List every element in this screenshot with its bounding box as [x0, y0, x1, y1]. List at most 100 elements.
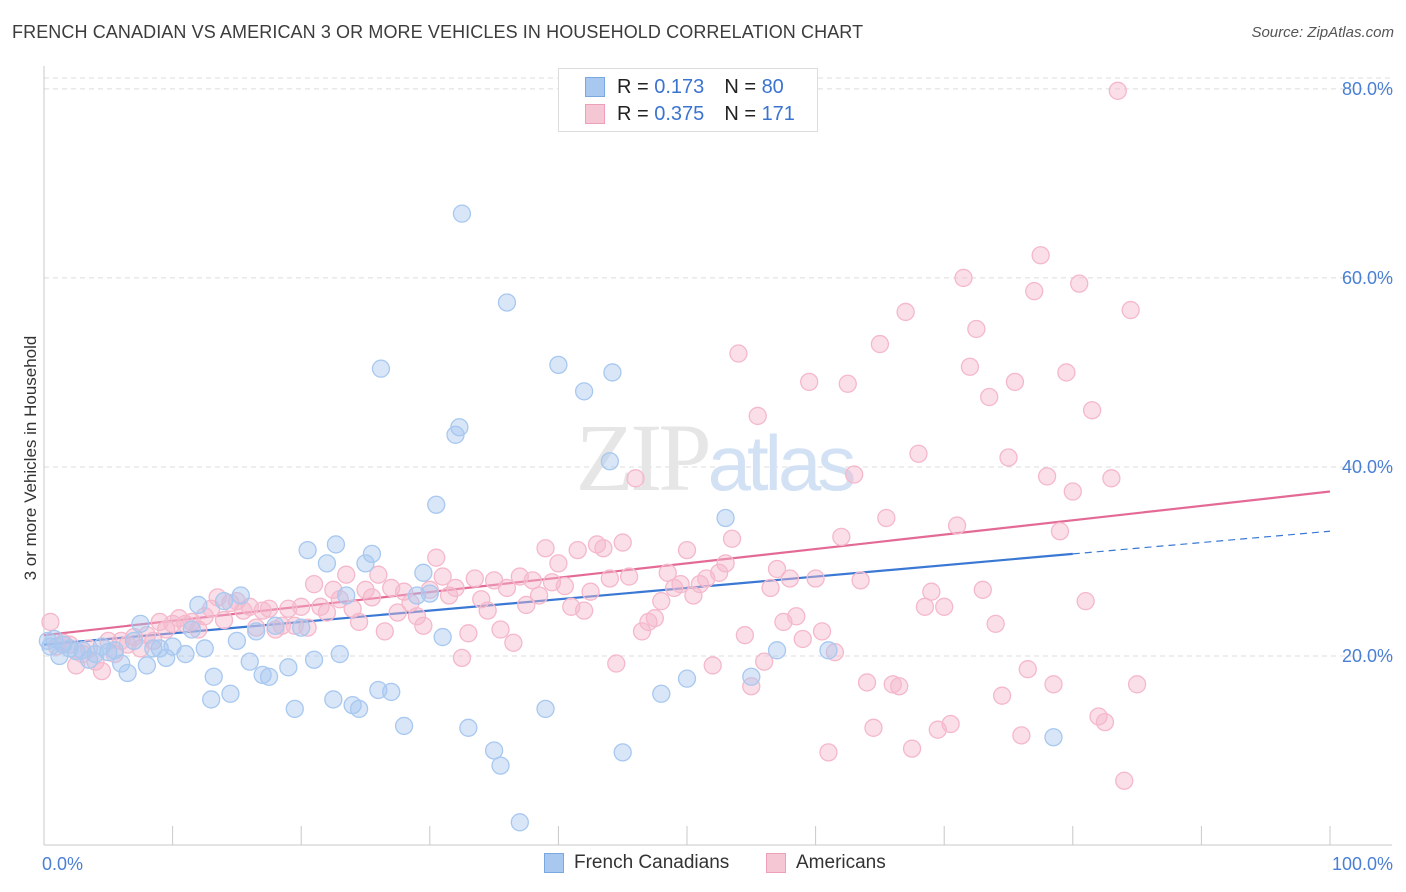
american-point — [504, 633, 523, 652]
american-point — [1102, 469, 1121, 488]
american-point — [845, 465, 864, 484]
american-point — [947, 516, 967, 535]
american-point — [755, 652, 774, 671]
american-point — [1063, 482, 1082, 501]
french-canadian-point — [362, 544, 382, 564]
french-canadian-point — [221, 684, 240, 703]
american-point — [337, 565, 356, 584]
french-canadian-point — [613, 743, 632, 762]
american-point — [1121, 300, 1140, 320]
american-point — [671, 574, 690, 594]
american-point — [523, 571, 542, 590]
american-point — [658, 563, 677, 582]
french-canadian-point — [326, 535, 346, 554]
american-point — [600, 569, 619, 588]
r-label: R = — [617, 102, 649, 125]
american-point — [388, 603, 407, 622]
french-canadian-point — [600, 452, 619, 471]
legend-swatch-icon — [766, 853, 786, 873]
american-point — [742, 677, 761, 696]
american-point — [619, 567, 639, 586]
american-point — [626, 469, 645, 488]
american-point — [716, 554, 735, 573]
american-point — [645, 609, 664, 628]
american-point — [472, 590, 491, 609]
american-point — [857, 673, 877, 692]
french-canadian-point — [433, 627, 452, 647]
series-legend-french-canadians: French Canadians — [544, 852, 729, 874]
french-canadian-point — [195, 639, 214, 658]
american-point — [253, 601, 272, 620]
french-canadian-point — [50, 646, 69, 666]
french-canadian-point — [414, 563, 433, 582]
series-legend-americans: Americans — [766, 852, 886, 874]
legend-row-french-canadians: R = 0.173 N = 80 — [559, 73, 784, 101]
legend-swatch-icon — [544, 853, 564, 873]
american-point — [86, 652, 105, 671]
american-point — [478, 601, 497, 620]
american-point — [838, 374, 857, 393]
french-canadian-point — [549, 355, 568, 375]
american-point — [870, 334, 890, 354]
american-point — [992, 686, 1012, 705]
american-point — [941, 714, 960, 734]
american-point — [735, 626, 755, 645]
american-point — [960, 357, 980, 376]
american-point — [806, 569, 825, 588]
x-tick-label: 0.0% — [42, 854, 83, 874]
french-canadian-point — [603, 363, 622, 382]
american-point — [902, 739, 922, 758]
american-point — [41, 612, 60, 632]
american-point — [909, 444, 928, 463]
french-canadian-point — [298, 540, 317, 560]
r-value: 0.375 — [654, 102, 705, 125]
american-point — [536, 539, 555, 558]
american-point — [292, 597, 311, 616]
french-canadian-point — [247, 622, 266, 641]
american-point — [729, 344, 748, 363]
french-canadian-point — [124, 631, 144, 651]
american-point — [549, 554, 568, 573]
american-point — [214, 610, 234, 630]
american-point — [652, 592, 671, 611]
french-canadian-point — [253, 665, 272, 685]
american-point — [446, 578, 465, 598]
y-tick-label: 60.0% — [1342, 268, 1393, 288]
american-point — [529, 586, 549, 605]
french-canadian-point — [231, 586, 250, 605]
french-canadian-point — [189, 595, 208, 615]
american-point — [832, 527, 851, 547]
american-point — [1127, 675, 1147, 694]
french-canadian-point — [317, 554, 337, 573]
y-tick-label: 80.0% — [1342, 79, 1393, 99]
american-point — [793, 629, 812, 649]
french-canadian-point — [450, 418, 469, 437]
chart-title: FRENCH CANADIAN VS AMERICAN 3 OR MORE VE… — [12, 22, 864, 42]
french-canadian-point — [137, 656, 157, 675]
french-canadian-point — [356, 554, 375, 573]
french-canadian-point — [266, 616, 285, 635]
n-label: N = — [724, 102, 756, 125]
american-point — [574, 601, 594, 620]
french-canadian-point — [394, 716, 414, 736]
french-canadian-point — [1044, 728, 1063, 747]
american-point — [915, 597, 935, 616]
american-point — [890, 677, 909, 696]
american-point — [1018, 660, 1037, 679]
american-point — [973, 580, 992, 599]
french-canadian-point — [819, 641, 838, 660]
american-point — [632, 622, 652, 641]
n-label: N = — [724, 75, 756, 98]
french-canadian-trend-line — [43, 552, 1073, 646]
french-canadian-point — [214, 592, 234, 611]
american-point — [304, 574, 324, 594]
american-point — [1031, 246, 1050, 265]
american-point — [259, 599, 279, 618]
american-point — [1012, 726, 1031, 745]
american-point — [356, 580, 375, 599]
trend-lines — [43, 490, 1331, 646]
n-value: 171 — [761, 102, 795, 125]
french-canadian-point — [285, 699, 304, 719]
french-canadian-point — [484, 741, 504, 760]
